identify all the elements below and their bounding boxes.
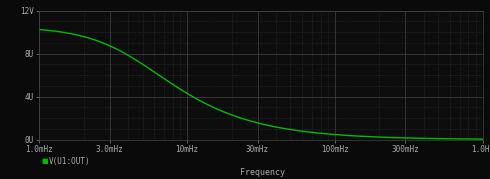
- Text: V(U1:OUT): V(U1:OUT): [49, 157, 91, 166]
- Text: Frequency: Frequency: [240, 168, 285, 177]
- Text: ■: ■: [42, 158, 49, 164]
